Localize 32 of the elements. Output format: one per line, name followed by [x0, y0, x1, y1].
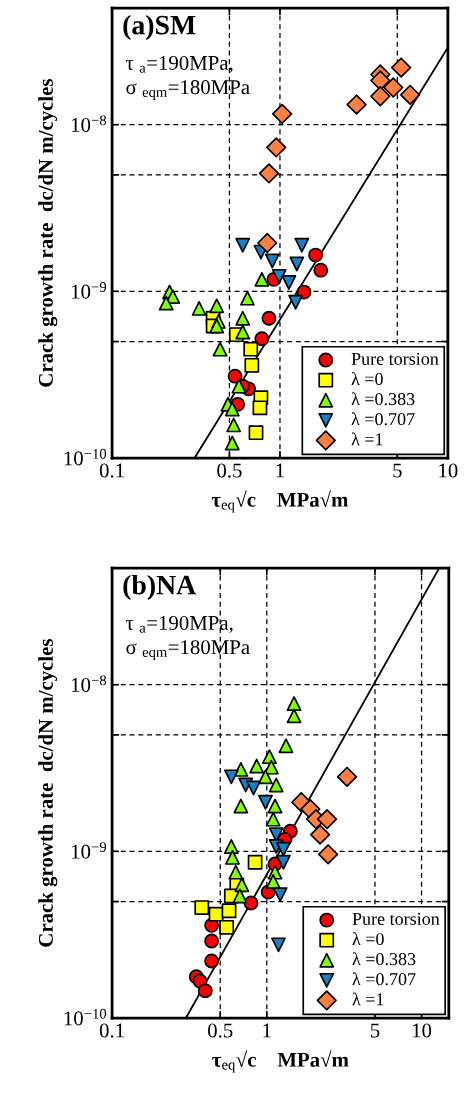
- annotation: τ $_{a}$=190MPa,: [126, 615, 233, 633]
- y-tick-label: 10$^{−9}$: [71, 842, 107, 859]
- x-tick-label: 10: [412, 1023, 432, 1038]
- x-tick-label: 0.5: [217, 463, 242, 478]
- annotation: σ $_{eqm}$=180MPa: [126, 80, 250, 100]
- y-tick-label: 10$^{−8}$: [71, 675, 107, 693]
- legend-label: λ =1: [352, 992, 384, 1006]
- legend-label: λ =0.383: [351, 392, 415, 406]
- legend-label: λ =0.383: [352, 952, 416, 966]
- legend-label: Pure torsion: [351, 352, 439, 365]
- y-tick-label: 10$^{−9}$: [71, 282, 107, 299]
- annotation: τ $_{a}$=190MPa,: [125, 55, 233, 73]
- y-axis-title: Crack growth rate dc/dN m/cycles: [38, 639, 58, 947]
- chart-title: (a)SM: [123, 14, 196, 41]
- x-tick-label: 5: [393, 463, 402, 478]
- legend-label: λ =0.707: [351, 412, 415, 426]
- x-tick-label: 1: [263, 1023, 271, 1038]
- x-axis-title: τ$_{eq}$√c MPa√m: [212, 1050, 349, 1073]
- x-tick-label: 0.5: [208, 1023, 233, 1038]
- legend-label: λ =0.707: [352, 972, 416, 986]
- chart-title: (b)NA: [123, 574, 197, 601]
- y-axis-title: Crack growth rate dc/dN m/cycles: [38, 79, 58, 387]
- legend-label: λ =0: [352, 932, 384, 946]
- x-axis-title: τ$_{eq}$√c MPa√m: [211, 490, 349, 513]
- x-tick-label: 5: [370, 1023, 380, 1038]
- legend-label: Pure torsion: [352, 912, 440, 925]
- legend-label: λ =0: [351, 372, 383, 386]
- y-tick-label: 10$^{−8}$: [71, 115, 107, 133]
- annotation: σ $_{eqm}$=180MPa: [126, 640, 250, 660]
- x-tick-label: 10: [439, 463, 458, 478]
- x-tick-label: 1: [276, 463, 284, 478]
- legend-label: λ =1: [351, 432, 383, 446]
